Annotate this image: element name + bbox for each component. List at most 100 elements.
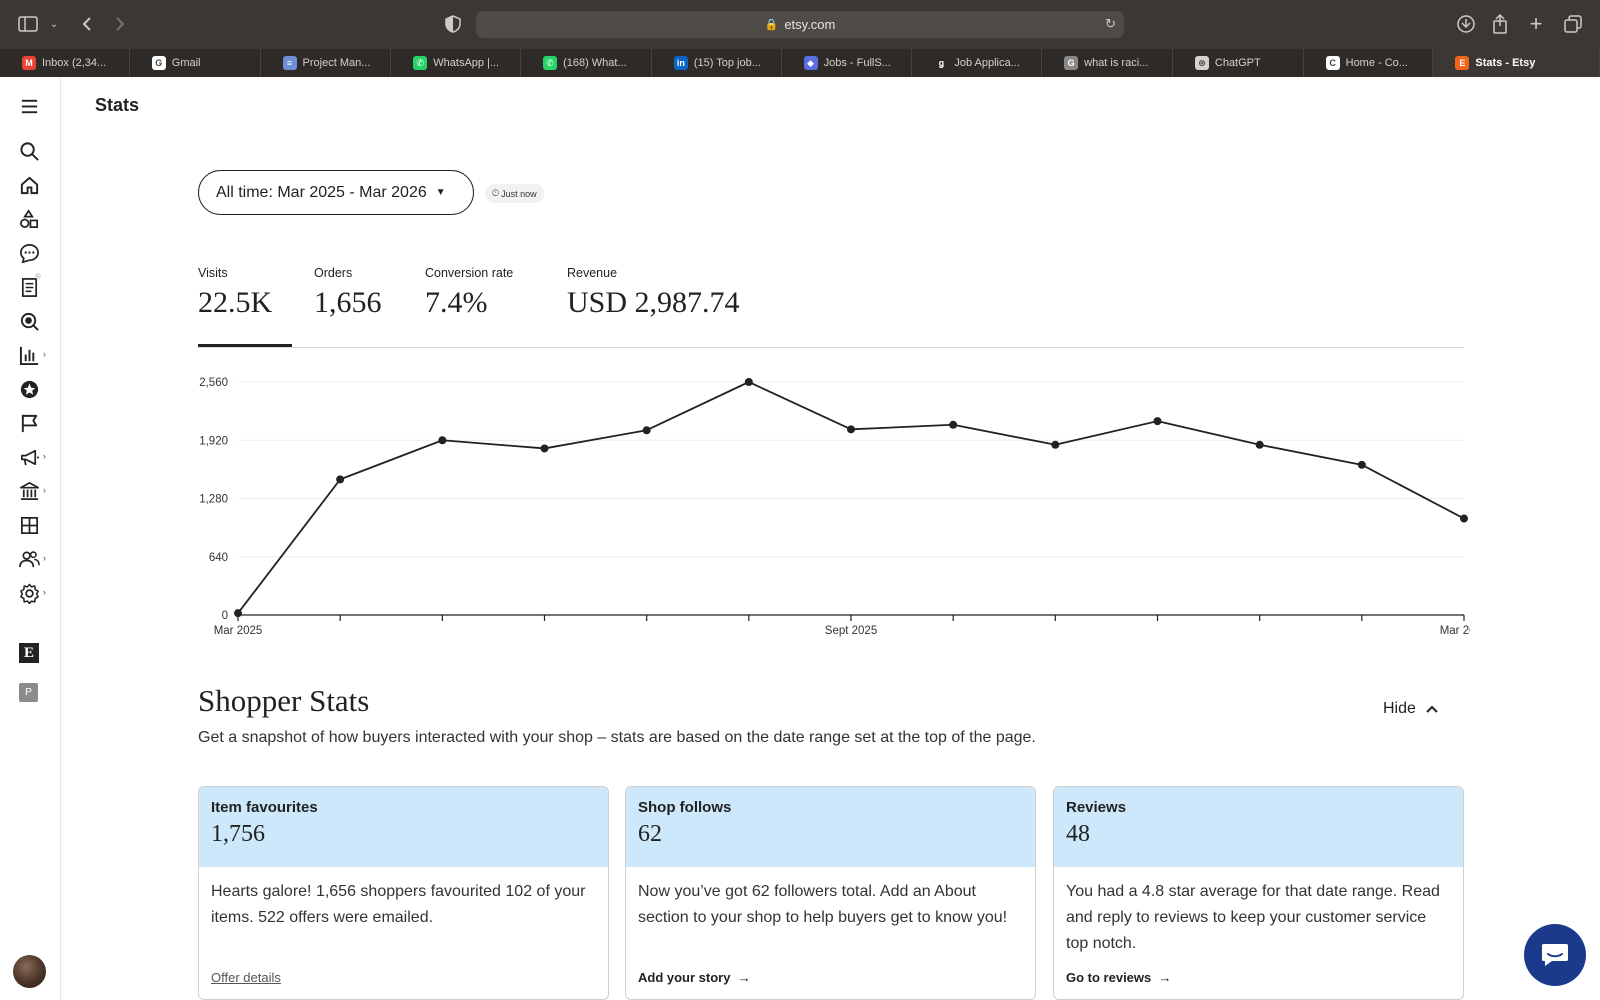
date-range-dropdown[interactable]: All time: Mar 2025 - Mar 2026 ▼ xyxy=(198,170,474,215)
community-icon[interactable] xyxy=(17,547,41,571)
metric-revenue[interactable]: Revenue USD 2,987.74 xyxy=(567,266,740,320)
search-icon[interactable] xyxy=(17,139,41,163)
tab-title: WhatsApp |... xyxy=(433,57,500,69)
browser-tab[interactable]: ǥ Job Applica... xyxy=(912,49,1043,77)
metric-orders[interactable]: Orders 1,656 xyxy=(314,266,382,320)
browser-tab[interactable]: C Home - Co... xyxy=(1304,49,1434,77)
tab-overview-icon[interactable] xyxy=(1561,12,1585,36)
metric-value: USD 2,987.74 xyxy=(567,286,740,319)
share-icon[interactable] xyxy=(1488,12,1512,36)
y-tick-label: 0 xyxy=(222,610,228,622)
privacy-shield-icon[interactable] xyxy=(441,12,465,36)
browser-tab[interactable]: ⊛ ChatGPT xyxy=(1173,49,1304,77)
chat-button[interactable] xyxy=(1524,924,1586,986)
go-to-reviews-link[interactable]: Go to reviews → xyxy=(1066,970,1172,985)
home-icon[interactable] xyxy=(17,173,41,197)
metric-visits[interactable]: Visits 22.5K xyxy=(198,266,293,347)
settings-expand-caret-icon[interactable]: › xyxy=(43,587,46,597)
card-title: Item favourites xyxy=(211,799,318,816)
card-body: Hearts galore! 1,656 shoppers favourited… xyxy=(211,883,586,926)
etsy-logo-icon[interactable]: E xyxy=(19,643,39,663)
metric-label: Conversion rate xyxy=(425,266,514,280)
card-header: Item favourites 1,756 xyxy=(199,787,608,867)
notification-dot xyxy=(35,273,41,279)
x-tick-label: Mar 2025 xyxy=(214,625,263,637)
data-point xyxy=(642,426,651,435)
favicon-icon: ✆ xyxy=(543,56,558,70)
browser-tab[interactable]: E Stats - Etsy xyxy=(1433,49,1600,77)
integrations-icon[interactable] xyxy=(17,513,41,537)
star-seller-icon[interactable] xyxy=(17,377,41,401)
tab-title: ChatGPT xyxy=(1214,57,1261,69)
megaphone-icon[interactable] xyxy=(17,445,41,469)
orders-icon[interactable] xyxy=(17,273,41,299)
finances-icon[interactable] xyxy=(17,479,41,503)
flag-icon[interactable] xyxy=(17,411,41,435)
forward-icon[interactable] xyxy=(108,12,132,36)
card-value: 1,756 xyxy=(211,821,265,847)
finances-expand-caret-icon[interactable]: › xyxy=(43,485,46,495)
tab-title: Project Man... xyxy=(302,57,371,69)
offer-details-link[interactable]: Offer details xyxy=(211,970,281,985)
tab-title: (15) Top job... xyxy=(693,57,761,69)
favicon-icon: in xyxy=(673,56,688,70)
browser-tab[interactable]: in (15) Top job... xyxy=(652,49,782,77)
card-body: You had a 4.8 star average for that date… xyxy=(1066,883,1440,952)
arrow-right-icon: → xyxy=(734,970,751,985)
card-reviews: Reviews 48 You had a 4.8 star average fo… xyxy=(1053,786,1464,1000)
y-tick-label: 640 xyxy=(209,552,228,564)
marketing-search-icon[interactable] xyxy=(17,309,41,333)
downloads-icon[interactable] xyxy=(1454,12,1478,36)
community-expand-caret-icon[interactable]: › xyxy=(43,553,46,563)
caret-down-icon: ▼ xyxy=(435,187,446,198)
data-point xyxy=(1051,440,1060,449)
chevron-down-icon[interactable]: ⌄ xyxy=(49,18,59,30)
browser-tab[interactable]: ✆ WhatsApp |... xyxy=(391,49,522,77)
link-label: Add your story xyxy=(638,970,731,985)
metric-label: Revenue xyxy=(567,266,618,280)
browser-tab[interactable]: M Inbox (2,34... xyxy=(0,49,130,77)
chat-bubble-icon xyxy=(1542,944,1568,966)
sidebar-toggle-icon[interactable] xyxy=(16,12,40,36)
reload-icon[interactable]: ↻ xyxy=(1105,16,1116,31)
tab-title: Inbox (2,34... xyxy=(42,57,107,69)
menu-icon[interactable] xyxy=(17,94,41,118)
data-point xyxy=(234,609,242,618)
browser-tab[interactable]: G Gmail xyxy=(130,49,261,77)
tab-title: Gmail xyxy=(171,57,201,69)
listings-icon[interactable] xyxy=(17,207,41,231)
stats-expand-caret-icon[interactable]: › xyxy=(43,349,46,359)
data-point xyxy=(847,425,855,434)
new-tab-icon[interactable]: + xyxy=(1529,11,1543,36)
metric-value: 22.5K xyxy=(198,286,273,319)
favicon-icon: M xyxy=(22,56,36,70)
visits-line-chart: 0 640 1,280 1,920 2,560 Mar 2025 Sept 2025 Mar … xyxy=(199,377,1470,637)
add-your-story-link[interactable]: Add your story → xyxy=(638,970,751,985)
browser-tab[interactable]: ◆ Jobs - FullS... xyxy=(782,49,913,77)
stats-icon[interactable] xyxy=(17,343,41,367)
card-header: Reviews 48 xyxy=(1054,787,1463,867)
data-point xyxy=(1255,440,1264,449)
avatar[interactable] xyxy=(13,955,46,988)
browser-tab[interactable]: ≡ Project Man... xyxy=(261,49,392,77)
metric-label: Visits xyxy=(198,266,228,280)
metrics-tabs: Visits 22.5K Orders 1,656 Conversion rat… xyxy=(198,266,1464,348)
clock-icon: 🕐︎ xyxy=(492,188,500,198)
settings-icon[interactable] xyxy=(17,581,41,605)
metric-conversion-rate[interactable]: Conversion rate 7.4% xyxy=(425,266,513,320)
updated-text: Just now xyxy=(501,188,537,199)
browser-tab[interactable]: ✆ (168) What... xyxy=(521,49,652,77)
favicon-icon: G xyxy=(1064,56,1079,70)
card-shop-follows: Shop follows 62 Now you’ve got 62 follow… xyxy=(625,786,1036,1000)
address-bar[interactable]: 🔒 etsy.com ↻ xyxy=(476,11,1124,38)
x-tick-label: Mar 2026 xyxy=(1440,625,1470,637)
data-point xyxy=(1357,460,1366,469)
marketing-expand-caret-icon[interactable]: › xyxy=(43,451,46,461)
shopper-stats-title: Shopper Stats xyxy=(198,683,370,718)
back-icon[interactable] xyxy=(75,12,99,36)
hide-button[interactable]: Hide xyxy=(1383,700,1438,718)
shop-p-icon[interactable]: P xyxy=(19,683,38,702)
card-title: Shop follows xyxy=(638,799,732,816)
messages-icon[interactable] xyxy=(17,241,41,265)
